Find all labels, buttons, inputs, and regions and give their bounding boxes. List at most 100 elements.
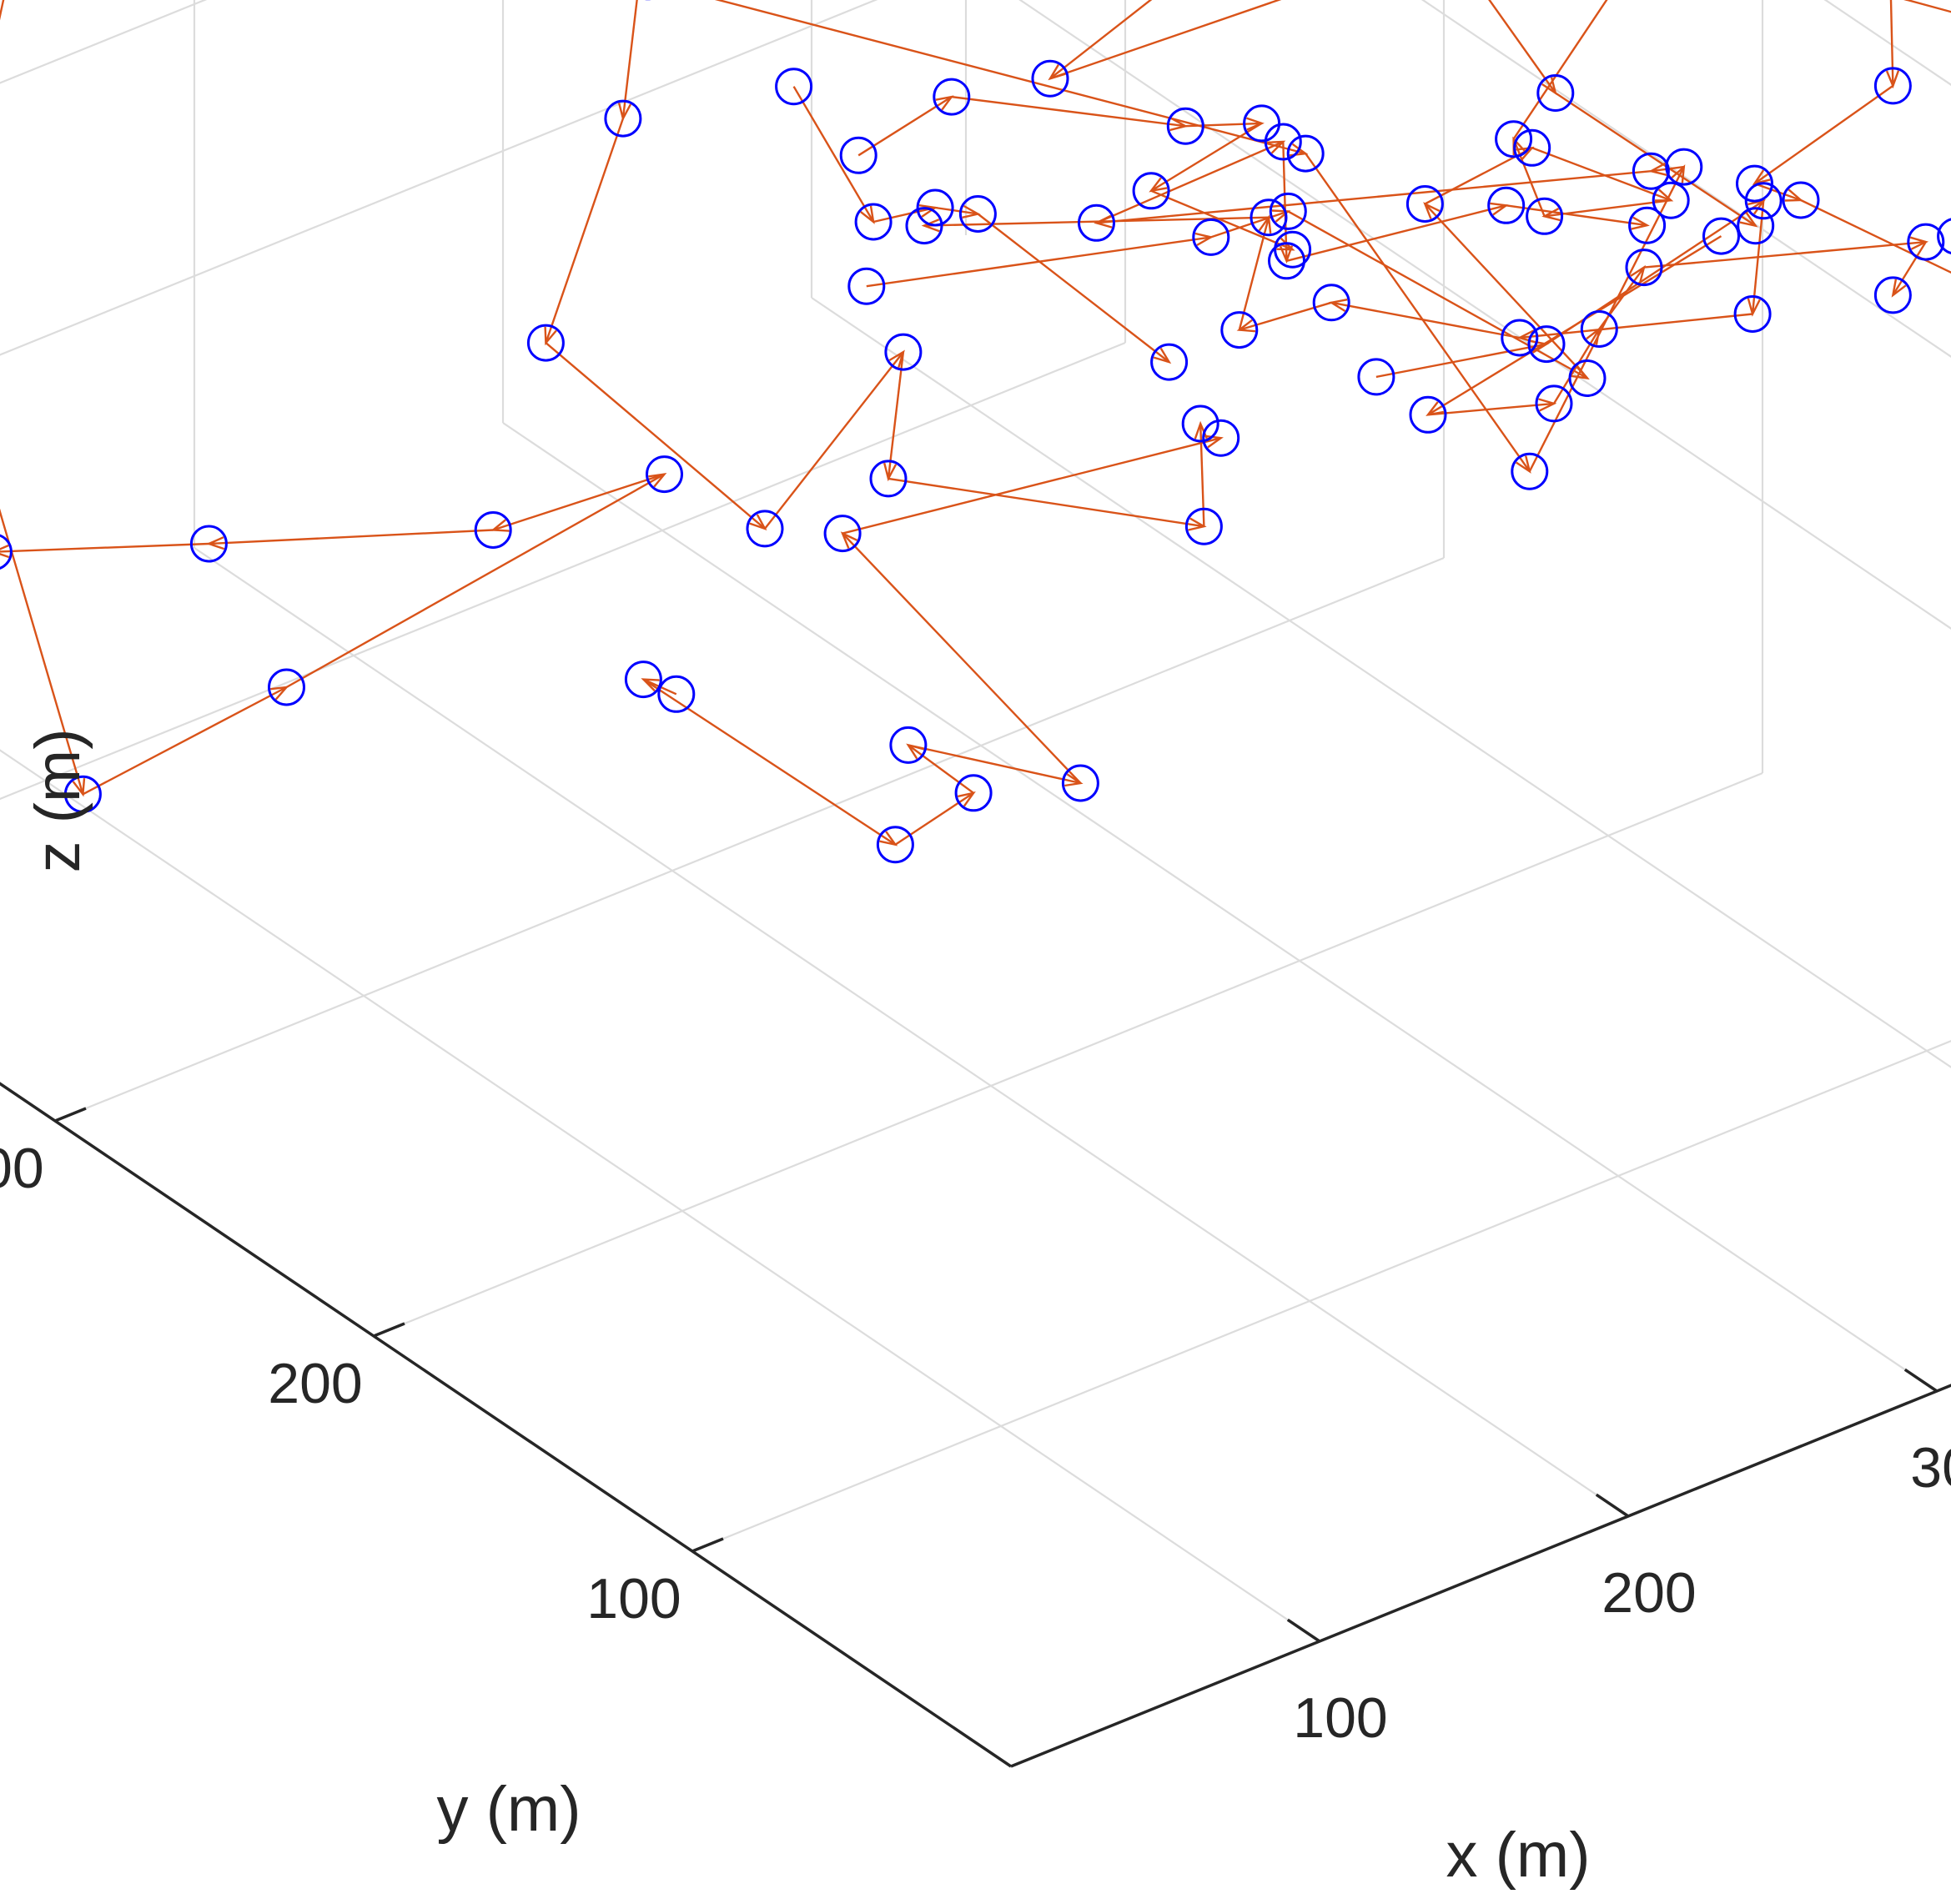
node-marker bbox=[1286, 134, 1325, 173]
path-segment bbox=[887, 351, 905, 480]
grid-line-wall-y-horizontal bbox=[0, 0, 208, 84]
path-segment bbox=[1210, 210, 1289, 239]
node-marker bbox=[1737, 207, 1775, 245]
x-tick-label: 100 bbox=[1293, 1686, 1387, 1750]
path-segment bbox=[842, 437, 1221, 535]
node-marker bbox=[954, 774, 993, 812]
node-marker bbox=[933, 78, 971, 116]
node-marker bbox=[1736, 164, 1773, 203]
path-lines bbox=[0, 0, 1951, 847]
x-tick-mark bbox=[1286, 1618, 1320, 1643]
node-marker bbox=[1937, 218, 1951, 254]
y-tick-label: 100 bbox=[586, 1567, 681, 1630]
path-segment bbox=[1889, 0, 1894, 86]
node-marker bbox=[1873, 67, 1912, 105]
path-segment bbox=[842, 532, 1082, 784]
node-marker bbox=[1312, 284, 1350, 322]
node-marker bbox=[1652, 181, 1690, 219]
z-axis-title: z (m) bbox=[23, 728, 93, 872]
path-segment bbox=[0, 508, 84, 795]
node-marker bbox=[905, 207, 943, 245]
path-segment bbox=[1519, 313, 1753, 339]
node-marker bbox=[1580, 310, 1618, 348]
path-segment bbox=[492, 473, 665, 531]
node-marker bbox=[1495, 120, 1533, 158]
path-segment bbox=[642, 678, 897, 846]
path-segment bbox=[872, 206, 936, 224]
grid-line-wall-x-horizontal bbox=[1823, 0, 1951, 86]
x-tick-mark bbox=[1595, 1493, 1629, 1518]
node-marker bbox=[1733, 295, 1772, 333]
grid-line-wall-x-horizontal bbox=[966, 0, 1951, 116]
y-tick-mark bbox=[373, 1322, 405, 1338]
y-tick-mark bbox=[54, 1107, 87, 1123]
grid-line-floor-y bbox=[691, 1040, 1951, 1553]
grid-line-wall-y-horizontal bbox=[0, 0, 878, 356]
path-arrowhead bbox=[1739, 212, 1758, 228]
path-segment bbox=[1282, 141, 1288, 261]
path-segment bbox=[1096, 140, 1284, 224]
node-marker bbox=[1744, 182, 1783, 220]
node-marker bbox=[1274, 230, 1312, 269]
node-marker bbox=[1487, 186, 1526, 224]
path-segment bbox=[1185, 122, 1262, 128]
grid-line-floor-y bbox=[373, 771, 1763, 1338]
path-segment bbox=[1598, 266, 1645, 330]
path-segment bbox=[1531, 147, 1672, 202]
path-segment bbox=[1049, 0, 1282, 80]
node-marker bbox=[1166, 107, 1204, 145]
node-marker bbox=[1535, 384, 1573, 423]
path-segment bbox=[792, 86, 875, 223]
node-marker bbox=[1873, 276, 1912, 314]
node-marker bbox=[1357, 358, 1395, 396]
path-arrowhead bbox=[1631, 216, 1650, 230]
path-segment bbox=[0, 542, 209, 553]
node-marker bbox=[646, 455, 683, 494]
path-segment bbox=[908, 744, 1081, 785]
axes bbox=[0, 1082, 1951, 1768]
path-segment bbox=[977, 213, 1170, 364]
path-segment bbox=[1892, 241, 1927, 296]
path-segment bbox=[1330, 301, 1521, 339]
node-marker bbox=[1078, 203, 1115, 242]
path-arrowhead bbox=[921, 219, 940, 233]
node-markers bbox=[0, 0, 1951, 864]
y-axis-title: y (m) bbox=[436, 1774, 581, 1845]
path-segment bbox=[1049, 0, 1153, 80]
x-axis-title: x (m) bbox=[1446, 1820, 1590, 1891]
y-axis-line bbox=[0, 1082, 1012, 1768]
node-marker bbox=[1527, 325, 1566, 364]
path-segment bbox=[1512, 0, 1608, 140]
node-marker bbox=[1409, 395, 1447, 434]
path-segment bbox=[82, 686, 288, 796]
path-segment bbox=[1375, 343, 1547, 379]
node-marker bbox=[63, 775, 102, 813]
path-segment bbox=[0, 0, 5, 21]
y-tick-mark bbox=[691, 1537, 724, 1553]
node-marker bbox=[526, 324, 565, 362]
path-arrowhead bbox=[1276, 237, 1295, 251]
path-segment bbox=[1096, 170, 1652, 224]
y-tick-label: 300 bbox=[0, 1137, 44, 1200]
node-marker bbox=[1632, 152, 1670, 190]
path-segment bbox=[764, 351, 904, 530]
node-marker bbox=[1536, 74, 1575, 112]
node-marker bbox=[604, 99, 642, 138]
path-segment bbox=[1552, 328, 1601, 404]
path-segment bbox=[714, 0, 1306, 155]
node-marker bbox=[1150, 343, 1189, 381]
node-marker bbox=[1526, 197, 1564, 235]
x-tick-label: 300 bbox=[1910, 1436, 1951, 1500]
node-marker bbox=[1268, 242, 1305, 280]
x-tick-mark bbox=[1903, 1368, 1938, 1393]
node-marker bbox=[1061, 764, 1099, 802]
grid-line-floor-y bbox=[54, 556, 1445, 1123]
node-marker bbox=[823, 515, 862, 553]
path-segment bbox=[1753, 84, 1894, 185]
path-segment bbox=[1305, 153, 1531, 472]
node-marker bbox=[746, 510, 784, 548]
path-segment bbox=[285, 473, 666, 689]
node-marker bbox=[1264, 123, 1302, 161]
node-marker bbox=[876, 826, 914, 864]
